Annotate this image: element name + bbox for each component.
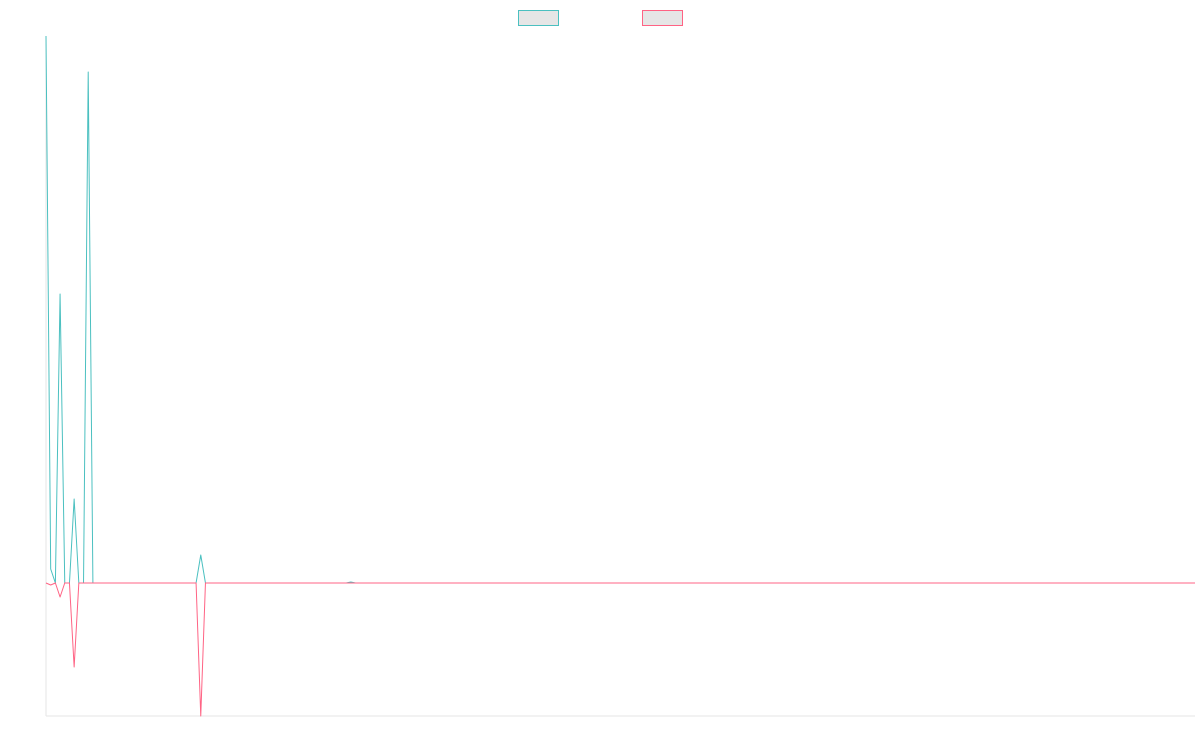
- legend-swatch: [642, 10, 683, 26]
- series-line: [45, 582, 1195, 717]
- legend-swatch: [518, 10, 559, 26]
- series-line: [45, 35, 1195, 584]
